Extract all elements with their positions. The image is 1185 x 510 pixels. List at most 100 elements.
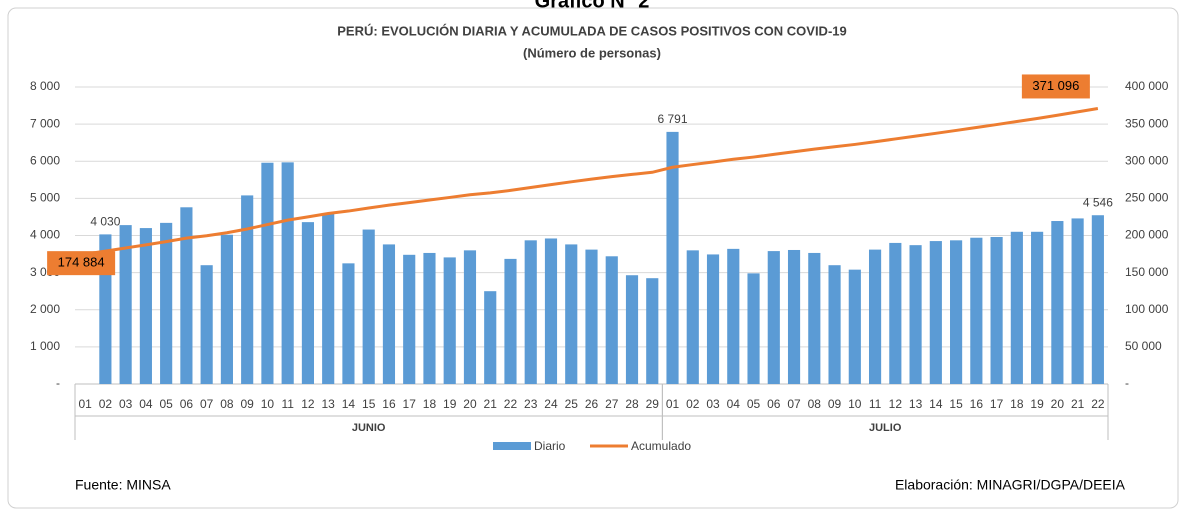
y2-tick-label: 400 000	[1125, 79, 1169, 93]
x-tick-label: 26	[585, 397, 599, 411]
bar	[828, 265, 841, 384]
y2-tick-label: 100 000	[1125, 302, 1169, 316]
bar	[767, 251, 780, 384]
x-tick-label: 04	[139, 397, 153, 411]
x-tick-label: 06	[767, 397, 781, 411]
x-tick-label: 28	[625, 397, 639, 411]
credit: Elaboración: MINAGRI/DGPA/DEEIA	[895, 477, 1126, 493]
x-tick-label: 22	[504, 397, 518, 411]
x-tick-label: 27	[605, 397, 619, 411]
x-tick-label: 09	[240, 397, 254, 411]
legend-label: Diario	[534, 439, 566, 453]
bar	[484, 291, 497, 384]
bar	[1051, 221, 1064, 384]
bar	[950, 240, 963, 384]
x-tick-label: 25	[565, 397, 579, 411]
bar	[585, 249, 598, 384]
x-tick-label: 13	[322, 397, 336, 411]
x-tick-label: 11	[281, 397, 294, 411]
x-tick-label: 12	[301, 397, 315, 411]
x-tick-label: 21	[1071, 397, 1085, 411]
bar	[929, 241, 942, 384]
bar	[322, 213, 335, 384]
data-label: 371 096	[1032, 78, 1079, 93]
x-tick-label: 08	[220, 397, 234, 411]
x-tick-label: 12	[889, 397, 903, 411]
bar	[848, 269, 861, 384]
x-tick-label: 05	[747, 397, 761, 411]
bar	[1010, 231, 1023, 384]
y-tick-label: -	[56, 376, 60, 390]
bar	[1091, 215, 1104, 384]
bar	[180, 207, 193, 384]
y-tick-label: 1 000	[30, 339, 60, 353]
x-tick-label: 07	[200, 397, 214, 411]
bar	[605, 256, 618, 384]
bar	[220, 234, 233, 384]
bar	[706, 254, 720, 384]
x-tick-label: 22	[1091, 397, 1105, 411]
x-tick-label: 15	[362, 397, 376, 411]
legend-swatch	[493, 442, 531, 450]
bar	[990, 236, 1003, 384]
x-tick-label: 17	[990, 397, 1004, 411]
y-tick-label: 8 000	[30, 79, 60, 93]
data-label-box	[47, 251, 116, 276]
y-tick-label: 5 000	[30, 191, 60, 205]
x-tick-label: 19	[443, 397, 457, 411]
bar	[666, 131, 679, 384]
x-tick-label: 10	[261, 397, 275, 411]
y-tick-label: 2 000	[30, 302, 60, 316]
x-tick-label: 17	[403, 397, 417, 411]
bar	[382, 244, 396, 384]
y2-tick-label: 350 000	[1125, 116, 1169, 130]
x-tick-label: 15	[949, 397, 963, 411]
x-tick-label: 02	[99, 397, 113, 411]
bar	[646, 278, 659, 384]
bar	[281, 162, 294, 384]
bar	[1071, 218, 1084, 384]
bar	[463, 250, 477, 384]
x-tick-label: 07	[787, 397, 801, 411]
bar	[524, 240, 537, 384]
x-tick-label: 16	[970, 397, 984, 411]
y2-tick-label: 150 000	[1125, 265, 1169, 279]
x-tick-label: 29	[646, 397, 660, 411]
bar	[868, 249, 882, 384]
group-label: JUNIO	[352, 422, 386, 434]
x-tick-label: 02	[686, 397, 700, 411]
x-tick-label: 03	[706, 397, 720, 411]
bar	[808, 252, 821, 384]
bar	[787, 249, 801, 384]
bar	[544, 238, 558, 384]
header: Gráfico N° 2	[535, 0, 650, 12]
x-tick-label: 01	[666, 397, 680, 411]
chart-title: PERÚ: EVOLUCIÓN DIARIA Y ACUMULADA DE CA…	[337, 23, 846, 38]
x-tick-label: 21	[484, 397, 498, 411]
x-tick-label: 06	[180, 397, 194, 411]
legend-label: Acumulado	[631, 439, 691, 453]
bar	[970, 237, 983, 384]
x-tick-label: 04	[727, 397, 741, 411]
x-tick-label: 11	[869, 397, 882, 411]
bar	[160, 222, 173, 384]
x-tick-label: 14	[342, 397, 356, 411]
x-tick-label: 14	[929, 397, 943, 411]
group-label: JULIO	[869, 422, 902, 434]
data-label: 4 546	[1083, 195, 1113, 209]
x-tick-label: 23	[524, 397, 538, 411]
x-tick-label: 13	[909, 397, 923, 411]
x-tick-label: 10	[848, 397, 862, 411]
data-label-box	[1021, 74, 1090, 99]
x-tick-label: 20	[1051, 397, 1065, 411]
bar	[686, 250, 699, 384]
bar	[1031, 231, 1044, 384]
x-tick-label: 01	[78, 397, 92, 411]
bar	[565, 244, 578, 384]
x-tick-label: 05	[159, 397, 173, 411]
bar	[200, 265, 213, 384]
bar	[403, 254, 416, 384]
x-tick-label: 16	[382, 397, 396, 411]
bar	[342, 263, 355, 384]
